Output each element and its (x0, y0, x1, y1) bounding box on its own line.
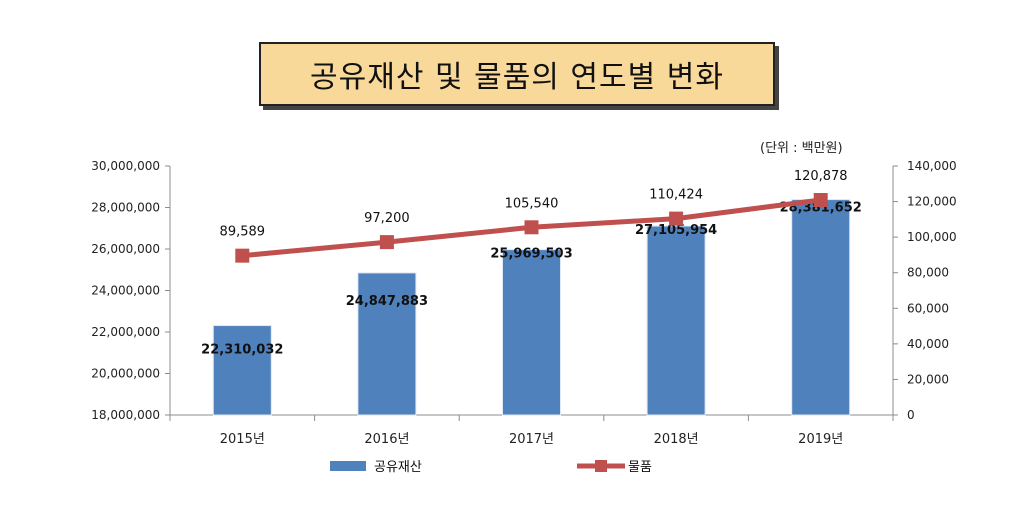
legend-label: 물품 (628, 460, 652, 475)
x-tick-label: 2016년 (364, 432, 409, 447)
bar-data-label: 27,105,954 (635, 223, 717, 238)
line-point (379, 235, 394, 250)
legend-swatch-marker (595, 460, 607, 472)
right-tick-label: 40,000 (907, 337, 949, 351)
left-tick-label: 18,000,000 (91, 408, 160, 422)
line-point (524, 220, 539, 235)
legend-label: 공유재산 (374, 460, 422, 475)
left-tick-label: 26,000,000 (91, 242, 160, 256)
right-tick-label: 0 (907, 408, 915, 422)
bar (646, 225, 706, 416)
x-tick-label: 2018년 (654, 432, 699, 447)
left-tick-label: 28,000,000 (91, 201, 160, 215)
right-tick-label: 20,000 (907, 372, 949, 386)
line-data-label: 97,200 (364, 211, 410, 226)
unit-label: (단위 : 백만원) (760, 141, 843, 156)
bar (357, 272, 417, 416)
x-tick-label: 2019년 (798, 432, 843, 447)
left-tick-label: 24,000,000 (91, 284, 160, 298)
line-data-label: 105,540 (505, 196, 559, 211)
chart-title: 공유재산 및 물품의 연도별 변화 (259, 42, 775, 106)
line-point (235, 248, 250, 263)
line-data-label: 120,878 (794, 169, 848, 184)
bar (212, 325, 272, 416)
right-tick-label: 80,000 (907, 266, 949, 280)
line-data-label: 110,424 (649, 188, 703, 203)
x-tick-label: 2017년 (509, 432, 554, 447)
right-tick-label: 100,000 (907, 230, 957, 244)
bar (502, 249, 561, 416)
x-tick-label: 2015년 (220, 432, 265, 447)
line-point (813, 193, 828, 208)
legend-swatch-bar (330, 461, 366, 471)
line-point (669, 211, 684, 226)
left-tick-label: 22,000,000 (91, 325, 160, 339)
bar-data-label: 25,969,503 (490, 247, 572, 262)
bar-data-label: 24,847,883 (346, 294, 428, 309)
right-tick-label: 140,000 (907, 159, 957, 173)
right-tick-label: 60,000 (907, 301, 949, 315)
left-tick-label: 20,000,000 (91, 367, 160, 381)
bar-data-label: 22,310,032 (201, 343, 283, 358)
bar (791, 199, 851, 416)
right-tick-label: 120,000 (907, 195, 957, 209)
left-tick-label: 30,000,000 (91, 159, 160, 173)
line-data-label: 89,589 (220, 225, 266, 240)
